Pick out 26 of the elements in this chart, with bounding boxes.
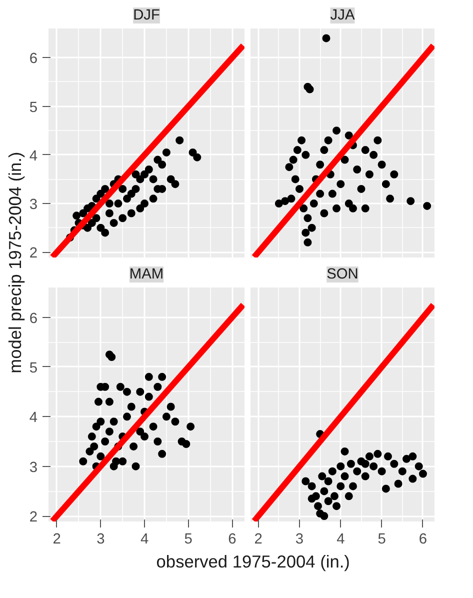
x-tick-label: 5 [184, 532, 192, 548]
y-tick-label: 4 [29, 148, 38, 164]
y-tick-label: 2 [29, 246, 38, 262]
y-axis-title: model precip 1975-2004 (in.) [4, 152, 25, 374]
chart-title: MAM [129, 266, 164, 282]
y-tick-label: 3 [29, 197, 38, 214]
x-tick-label: 6 [228, 532, 236, 548]
y-tick-label: 4 [29, 410, 38, 426]
x-tick-label: 3 [96, 532, 105, 548]
x-tick-label: 2 [52, 532, 61, 548]
x-tick-label: 2 [254, 532, 262, 548]
y-tick-label: 2 [29, 510, 38, 526]
chart-title: JJA [330, 8, 355, 24]
x-tick-label: 4 [336, 532, 345, 548]
y-tick-label: 6 [29, 51, 38, 68]
x-tick-label: 4 [140, 532, 149, 548]
y-tick-label: 5 [29, 100, 38, 116]
y-tick-label: 6 [29, 310, 38, 327]
x-tick-label: 5 [378, 532, 386, 548]
x-tick-label: 3 [295, 532, 304, 548]
x-axis-title: observed 1975-2004 (in.) [156, 552, 350, 572]
y-tick-label: 5 [29, 360, 38, 376]
chart-title: SON [326, 266, 358, 282]
x-tick-label: 6 [418, 532, 428, 548]
y-tick-label: 3 [29, 460, 38, 476]
chart-title: DJF [133, 8, 160, 24]
